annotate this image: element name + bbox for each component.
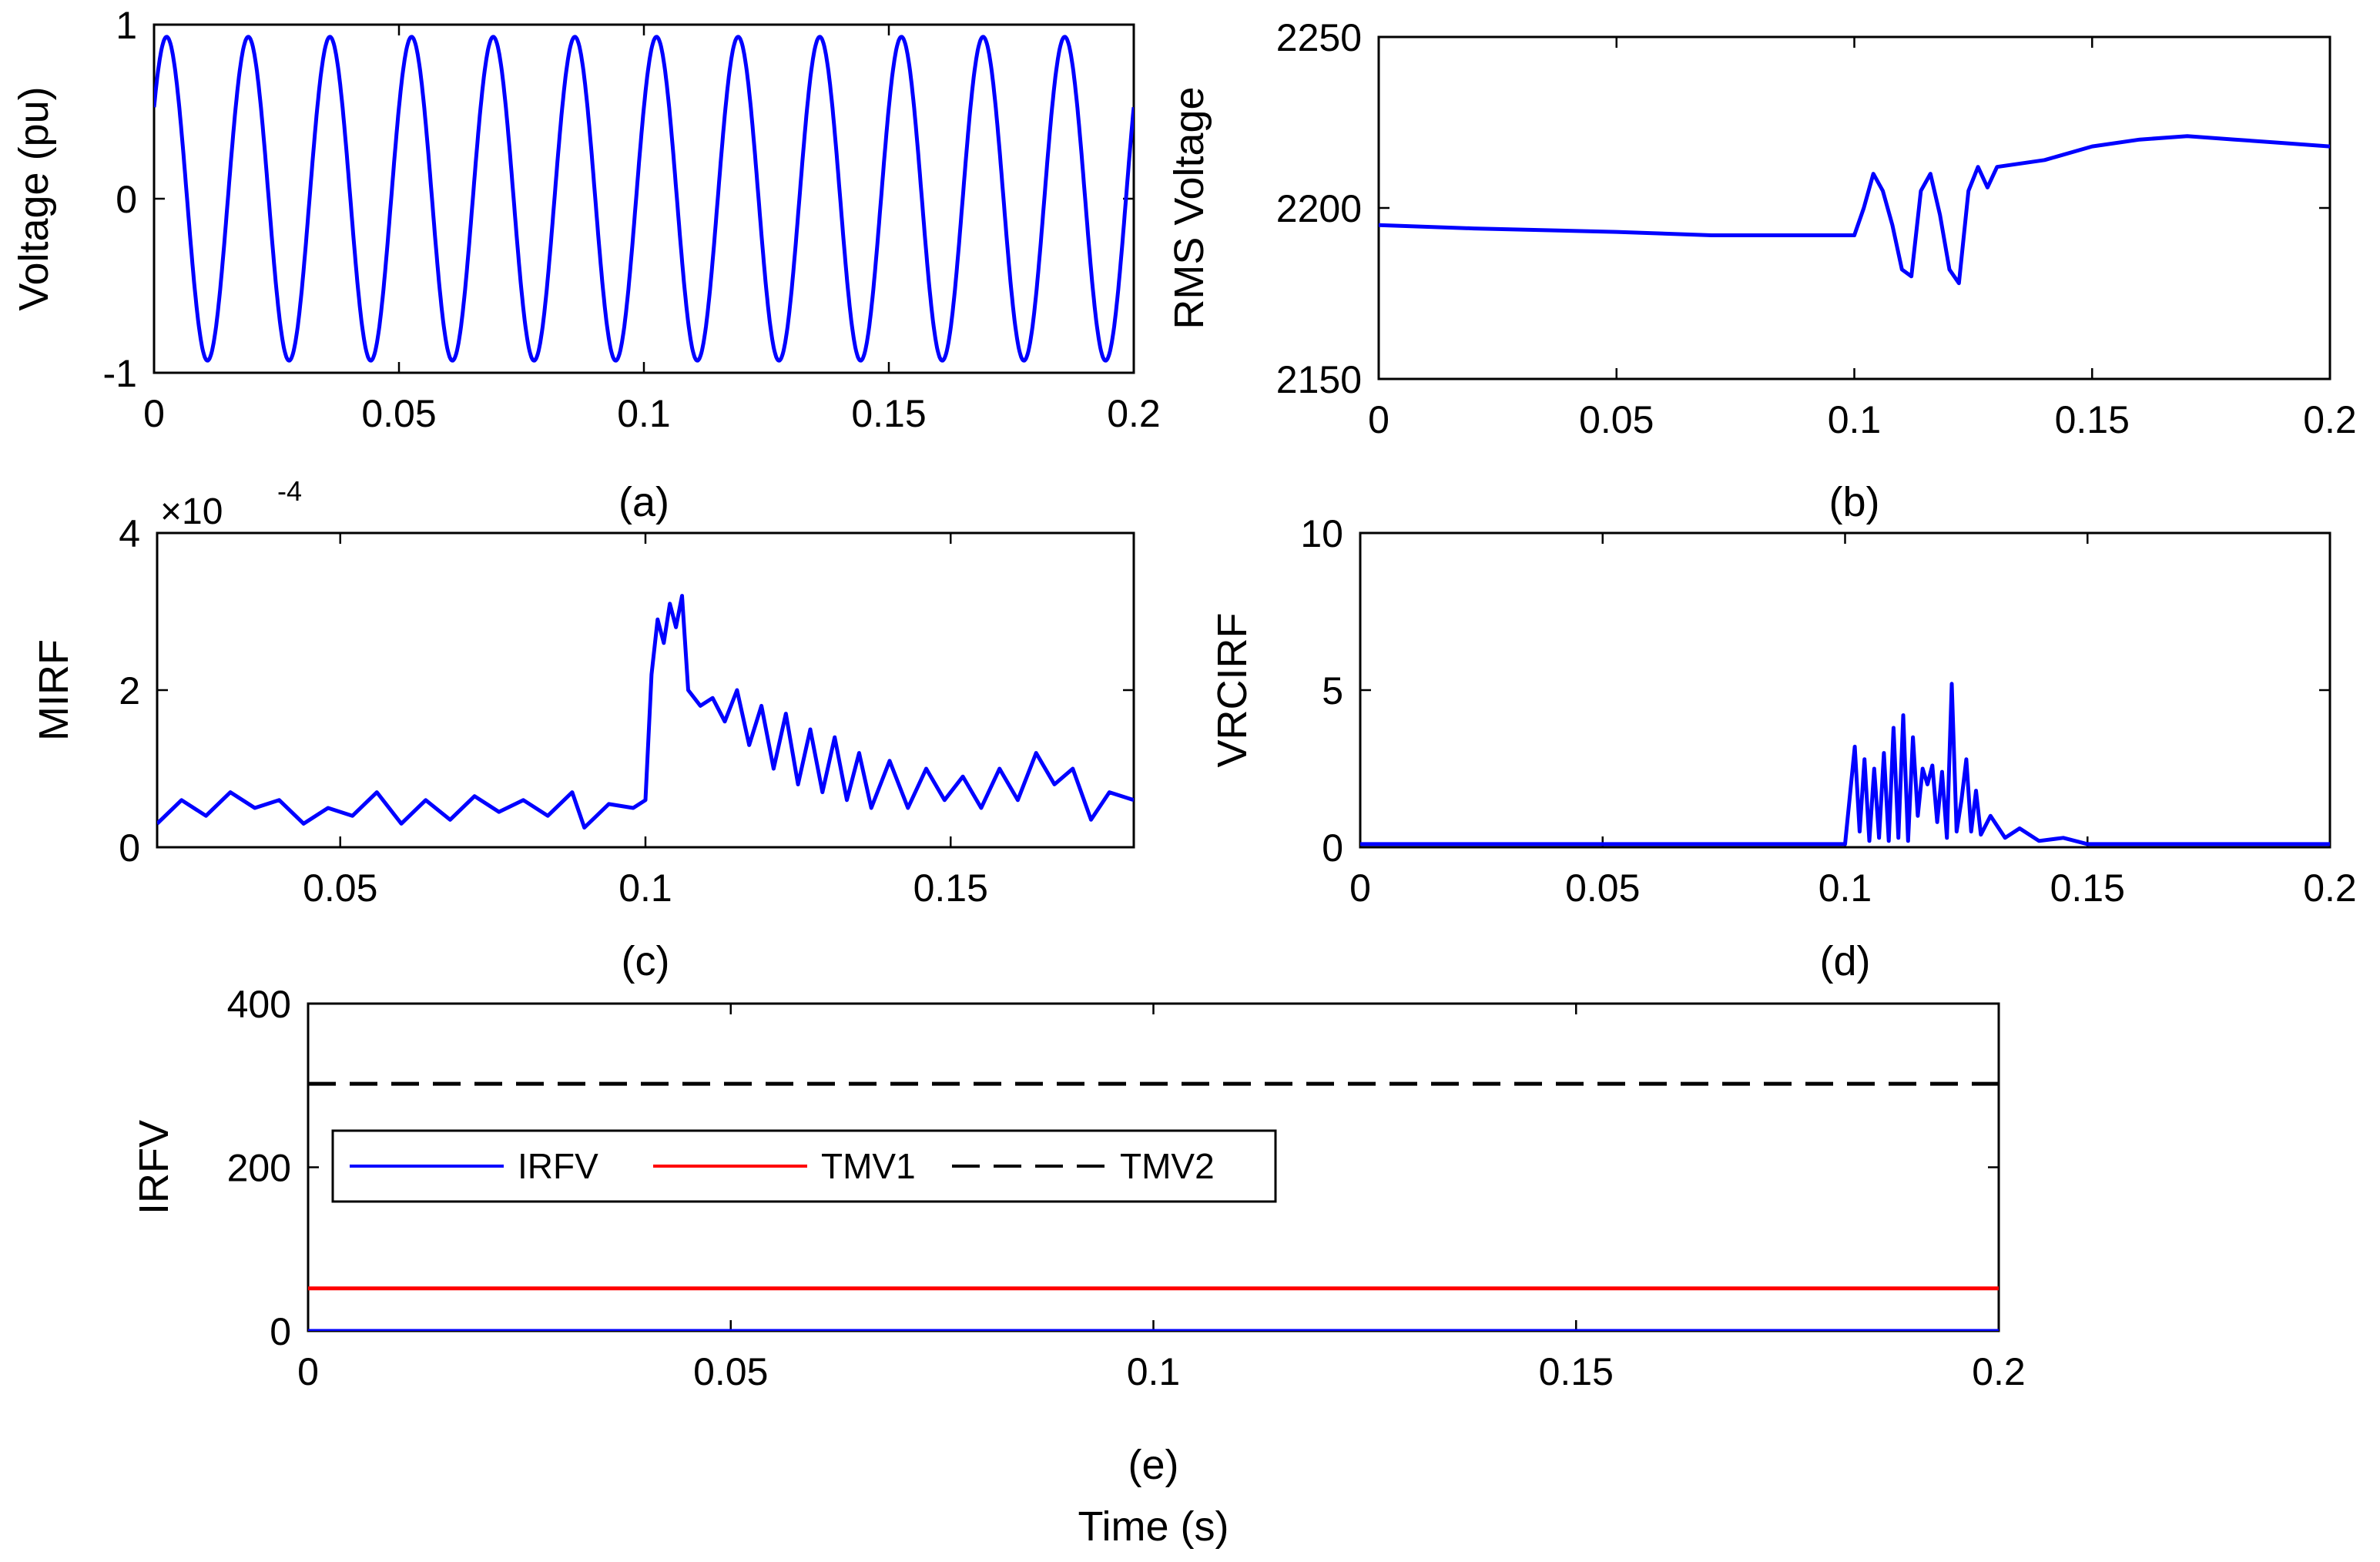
x-tick-label-d: 0 [1349, 866, 1371, 910]
panel-caption-e: (e) [1128, 1442, 1179, 1488]
y-tick-label-e: 400 [227, 983, 291, 1026]
x-tick-label-b: 0 [1368, 398, 1389, 441]
plot-area-b [1377, 35, 2331, 380]
y-tick-label-b: 2200 [1276, 187, 1362, 230]
panel-caption-c: (c) [622, 938, 670, 984]
panel-caption-a: (a) [618, 479, 669, 525]
y-tick-label-c: 4 [119, 512, 140, 555]
x-tick-label-a: 0.2 [1107, 392, 1161, 435]
x-tick-label-a: 0.15 [851, 392, 926, 435]
panel-c: 0.05 0.1 0.15 0 2 4 MIRF (c) ×10 -4 [31, 475, 1135, 984]
exponent-power: -4 [277, 475, 302, 507]
series-line-a-voltage [154, 35, 1134, 363]
y-axis-label-b: RMS Voltage [1166, 86, 1212, 329]
y-tick-label-c: 0 [119, 826, 140, 870]
x-tick-label-d: 0.15 [2050, 866, 2125, 910]
x-tick-label-c: 0.05 [303, 866, 377, 910]
x-tick-label-d: 0.1 [1819, 866, 1872, 910]
x-tick-label-b: 0.1 [1828, 398, 1882, 441]
y-tick-label-d: 5 [1322, 669, 1343, 712]
series-line-d-vrcirf [1360, 682, 2330, 846]
y-tick-label-e: 200 [227, 1147, 291, 1190]
y-tick-label-b: 2150 [1276, 358, 1362, 401]
x-tick-label-c: 0.15 [913, 866, 988, 910]
x-tick-label-e: 0 [297, 1350, 319, 1393]
y-tick-label-a: 1 [116, 4, 137, 47]
y-tick-label-c: 2 [119, 669, 140, 712]
x-tick-label-e: 0.05 [693, 1350, 768, 1393]
y-tick-label-d: 10 [1300, 512, 1343, 555]
panel-d: 0 0.05 0.1 0.15 0.2 0 5 10 VRCIRF (d) [1209, 512, 2357, 984]
series-line-c-mirf [157, 594, 1134, 830]
y-axis-label-c: MIRF [31, 639, 77, 741]
x-tick-label-e: 0.1 [1127, 1350, 1181, 1393]
y-axis-label-d: VRCIRF [1209, 613, 1255, 768]
x-tick-label-a: 0.05 [361, 392, 436, 435]
legend-label-tmv1: TMV1 [821, 1146, 916, 1186]
y-tick-label-a: 0 [116, 178, 137, 221]
y-tick-label-e: 0 [270, 1310, 291, 1353]
legend: IRFV TMV1 TMV2 [331, 1129, 1277, 1203]
y-tick-label-b: 2250 [1276, 16, 1362, 59]
legend-label-irfv: IRFV [518, 1146, 598, 1186]
y-axis-label-a: Voltage (pu) [11, 86, 57, 310]
x-axis-label-e: Time (s) [1078, 1503, 1229, 1550]
x-tick-label-b: 0.15 [2055, 398, 2130, 441]
x-tick-label-d: 0.05 [1565, 866, 1640, 910]
x-tick-label-b: 0.2 [2303, 398, 2357, 441]
x-tick-label-a: 0.1 [617, 392, 671, 435]
x-tick-label-d: 0.2 [2303, 866, 2357, 910]
x-tick-label-c: 0.1 [618, 866, 672, 910]
y-tick-label-d: 0 [1322, 826, 1343, 870]
series-line-b-rms [1379, 134, 2330, 286]
y-tick-label-a: -1 [103, 352, 137, 395]
panel-caption-b: (b) [1829, 479, 1880, 525]
x-tick-label-e: 0.2 [1972, 1350, 2026, 1393]
x-tick-label-b: 0.05 [1579, 398, 1654, 441]
plot-area-a [153, 23, 1135, 374]
legend-label-tmv2: TMV2 [1120, 1146, 1215, 1186]
panel-caption-d: (d) [1820, 938, 1871, 984]
plot-area-d [1359, 531, 2331, 849]
x-tick-label-a: 0 [143, 392, 165, 435]
panel-b: 0 0.05 0.1 0.15 0.2 2150 2200 2250 RMS Voltage (b… [1166, 16, 2357, 525]
x-tick-label-e: 0.15 [1539, 1350, 1614, 1393]
exponent-multiplier: ×10 [160, 491, 223, 532]
y-axis-label-e: IRFV [131, 1120, 177, 1215]
panel-e: 0 0.05 0.1 0.15 0.2 0 200 400 IRFV (e) Time (s) IRF… [131, 983, 2026, 1550]
